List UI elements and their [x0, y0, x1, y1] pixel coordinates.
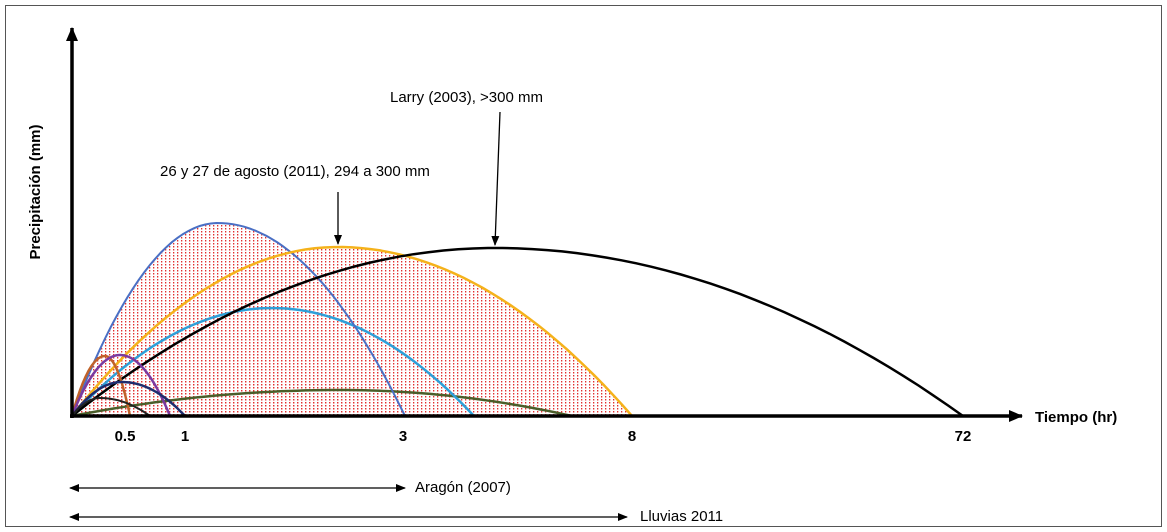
frame	[5, 5, 1162, 527]
curve	[71, 397, 151, 417]
range-label: Lluvias 2011	[640, 508, 723, 525]
x-tick-label: 1	[181, 428, 189, 445]
curve	[71, 306, 475, 417]
x-axis-label: Tiempo (hr)	[1035, 409, 1117, 426]
hatched-area	[72, 223, 632, 416]
curve	[71, 246, 964, 418]
curve	[70, 353, 172, 417]
annotation-arrow	[491, 111, 501, 246]
range-label: Aragón (2007)	[415, 479, 511, 496]
x-tick-label: 0.5	[115, 428, 136, 445]
curve	[70, 354, 132, 417]
curve	[71, 221, 406, 417]
curve	[71, 380, 186, 417]
annotation: Larry (2003), >300 mm	[390, 89, 543, 106]
curves	[70, 221, 964, 418]
curve	[71, 388, 573, 418]
x-tick-label: 72	[955, 428, 972, 445]
hatch	[72, 247, 632, 416]
x-tick-label: 8	[628, 428, 636, 445]
x-tick-label: 3	[399, 428, 407, 445]
annotation: 26 y 27 de agosto (2011), 294 a 300 mm	[160, 163, 430, 180]
y-axis-label: Precipitación (mm)	[27, 124, 44, 259]
curve	[71, 245, 633, 417]
